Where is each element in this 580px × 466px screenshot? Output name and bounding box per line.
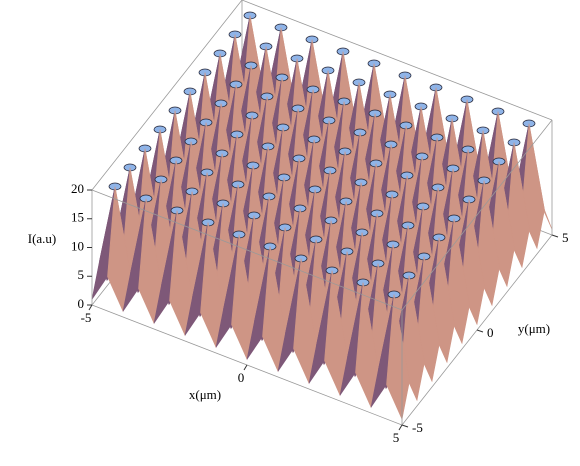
- box-edge: [91, 189, 403, 311]
- z-tick-label: 15: [71, 210, 84, 225]
- y-tick-label: 5: [562, 230, 569, 245]
- x-tick-label: 5: [393, 430, 400, 445]
- box-edge: [91, 0, 243, 191]
- y-tick-label: 0: [487, 325, 494, 340]
- y-tick: [476, 329, 484, 333]
- box-edge: [401, 119, 553, 311]
- x-tick-label: -5: [81, 310, 92, 325]
- x-tick: [88, 304, 93, 311]
- y-tick: [401, 424, 409, 428]
- x-tick-label: 0: [238, 370, 245, 385]
- z-tick-label: 0: [78, 296, 85, 311]
- box-edge: [241, 0, 553, 121]
- x-tick: [243, 364, 248, 371]
- z-tick-label: 10: [71, 238, 84, 253]
- z-tick-label: 5: [78, 267, 85, 282]
- y-tick: [551, 234, 559, 238]
- y-tick-label: -5: [412, 420, 423, 435]
- y-axis-label: y(μm): [518, 321, 550, 336]
- surface-patch: [386, 294, 410, 421]
- z-tick-label: 20: [71, 181, 84, 196]
- x-axis-label: x(μm): [189, 387, 221, 402]
- z-axis-label: I(a.u): [28, 231, 57, 246]
- x-tick: [398, 424, 403, 431]
